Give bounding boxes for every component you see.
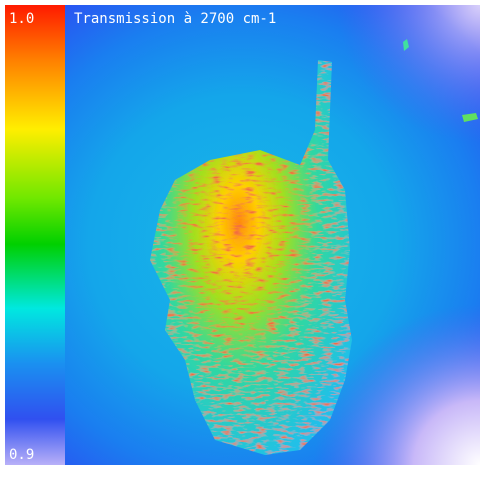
page: {"title": "Transmission à 2700 cm-1", "c… bbox=[0, 0, 485, 491]
colorbar-max-label: 1.0 bbox=[9, 11, 34, 27]
map-title: Transmission à 2700 cm-1 bbox=[74, 11, 276, 27]
colorbar-min-label: 0.9 bbox=[9, 447, 34, 463]
map-figure: 1.0 0.9 Transmission à 2700 cm-1 bbox=[0, 0, 485, 491]
colorbar bbox=[5, 5, 65, 465]
